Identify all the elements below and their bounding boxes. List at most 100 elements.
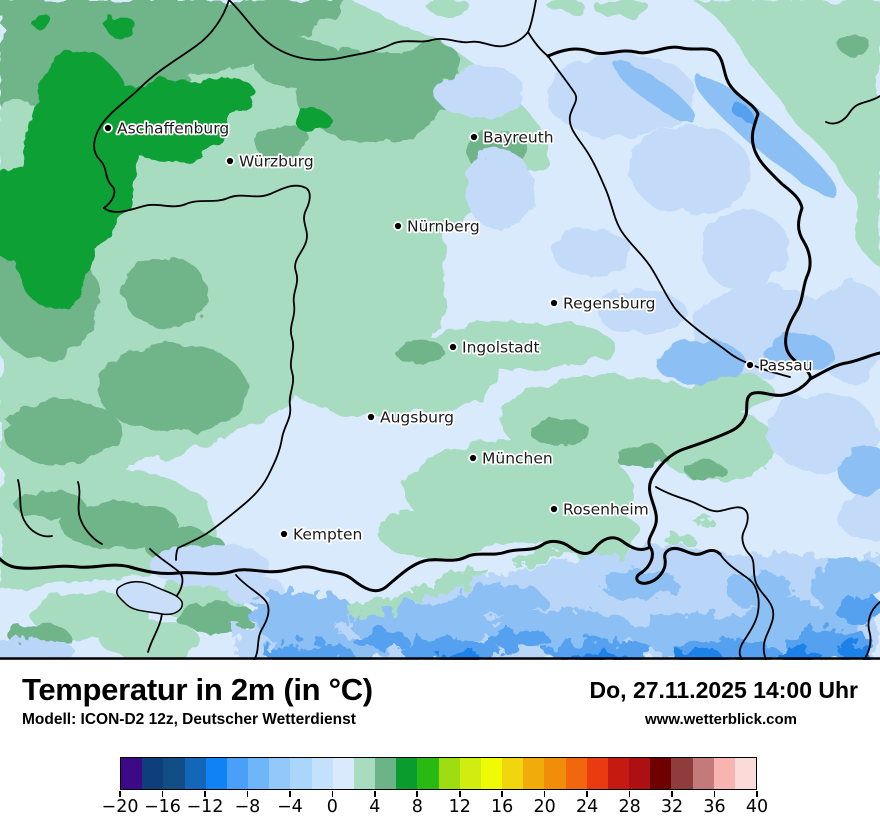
colorbar-cell — [226, 758, 249, 789]
map-canvas: Aschaffenburg Würzburg Bayreuth Nürnberg Reg… — [0, 0, 880, 660]
city-marker: Ingolstadt — [448, 337, 541, 358]
colorbar-tick-label: 36 — [703, 797, 726, 817]
city-dot — [279, 529, 289, 539]
colorbar-tick — [331, 791, 334, 797]
colorbar-cell — [713, 758, 735, 789]
city-marker: Aschaffenburg — [103, 118, 231, 139]
city-label: Würzburg — [239, 153, 314, 171]
city-marker: Rosenheim — [549, 499, 650, 520]
city-dot — [366, 412, 376, 422]
city-label: Kempten — [293, 526, 362, 544]
country-borders — [0, 45, 880, 593]
city-label: Augsburg — [380, 409, 454, 427]
colorbar-tick — [756, 791, 758, 797]
city-dot — [103, 123, 113, 133]
colorbar-tick — [713, 791, 716, 797]
colorbar-cell — [734, 758, 757, 789]
colorbar-cell — [502, 758, 524, 789]
colorbar-cell — [121, 758, 143, 789]
colorbar-tick — [204, 791, 206, 797]
city-marker: München — [468, 448, 554, 469]
colorbar-cell — [607, 758, 630, 789]
colorbar-cell — [375, 758, 397, 789]
city-marker: Nürnberg — [393, 216, 481, 237]
city-label: Ingolstadt — [462, 339, 540, 357]
colorbar-tick-label: 0 — [326, 797, 338, 817]
colorbar-tick-label: 24 — [575, 797, 599, 817]
city-label: München — [482, 450, 553, 468]
colorbar-tick-label: 28 — [618, 797, 641, 817]
colorbar-tick — [246, 791, 249, 797]
colorbar-cell — [459, 758, 481, 789]
map-svg: Aschaffenburg Würzburg Bayreuth Nürnberg Reg… — [0, 0, 880, 660]
city-marker: Würzburg — [225, 151, 315, 172]
colorbar-tick — [671, 791, 673, 797]
field-green-west — [0, 0, 880, 660]
colorbar-cell — [184, 758, 206, 789]
colorbar-cell — [142, 758, 164, 789]
valid-datetime: Do, 27.11.2025 14:00 Uhr — [589, 677, 859, 703]
colorbar-cell — [544, 758, 566, 789]
colorbar-tick — [458, 791, 461, 797]
city-dot — [549, 298, 559, 308]
colorbar-cell — [480, 758, 503, 789]
colorbar-tick-label: −20 — [101, 797, 139, 817]
city-marker: Bayreuth — [469, 127, 555, 148]
city-label: Passau — [759, 357, 813, 375]
model-info: Modell: ICON-D2 12z, Deutscher Wetterdie… — [22, 711, 356, 728]
colorbar-cell — [671, 758, 693, 789]
city-layer: Aschaffenburg Würzburg Bayreuth Nürnberg Reg… — [103, 118, 814, 545]
colorbar-cell — [353, 758, 376, 789]
colorbar-tick-label: 20 — [533, 797, 556, 817]
colorbar-tick-label: 12 — [448, 797, 471, 817]
colorbar-tick-label: 16 — [491, 797, 514, 817]
colorbar-tick-label: 4 — [369, 797, 381, 817]
city-marker: Passau — [745, 355, 814, 376]
colorbar-cell — [417, 758, 439, 789]
colorbar-tick-label: −4 — [276, 797, 303, 817]
city-marker: Augsburg — [366, 407, 456, 428]
city-dot — [745, 360, 755, 370]
colorbar-tick-label: −8 — [234, 797, 261, 817]
colorbar-cell — [290, 758, 312, 789]
city-dot — [448, 342, 458, 352]
colorbar-tick — [161, 791, 164, 797]
colorbar-tick — [416, 791, 419, 797]
colorbar-cell — [396, 758, 418, 789]
city-dot — [393, 221, 403, 231]
state-borders — [17, 0, 880, 660]
colorbar-tick-label: 8 — [411, 797, 423, 817]
colorbar-cell — [205, 758, 227, 789]
city-dot — [225, 156, 235, 166]
city-dot — [469, 132, 479, 142]
temperature-colorbar — [120, 757, 757, 790]
colorbar-tick — [374, 791, 376, 797]
city-marker: Regensburg — [549, 293, 657, 314]
colorbar-tick — [501, 791, 503, 797]
colorbar-cell — [692, 758, 714, 789]
colorbar-tick — [289, 791, 291, 797]
colorbar-cell — [269, 758, 291, 789]
city-label: Regensburg — [563, 295, 656, 313]
city-marker: Kempten — [279, 524, 364, 545]
colorbar-cell — [629, 758, 651, 789]
city-label: Nürnberg — [407, 218, 480, 236]
city-label: Rosenheim — [563, 501, 649, 519]
city-dot — [468, 453, 478, 463]
colorbar-tick — [628, 791, 631, 797]
map-title: Temperatur in 2m (in °C) — [22, 672, 373, 707]
colorbar-tick-label: 40 — [745, 797, 769, 817]
colorbar-tick-label: −16 — [143, 797, 181, 817]
colorbar-tick — [586, 791, 588, 797]
city-label: Aschaffenburg — [117, 120, 229, 138]
colorbar-cell — [586, 758, 608, 789]
colorbar-cell — [438, 758, 460, 789]
city-label: Bayreuth — [483, 129, 554, 147]
colorbar-tick — [119, 791, 121, 797]
lake-constance — [115, 581, 183, 616]
colorbar-cell — [565, 758, 587, 789]
colorbar-cell — [523, 758, 545, 789]
colorbar-cell — [311, 758, 333, 789]
colorbar-tick-label: −12 — [186, 797, 224, 817]
